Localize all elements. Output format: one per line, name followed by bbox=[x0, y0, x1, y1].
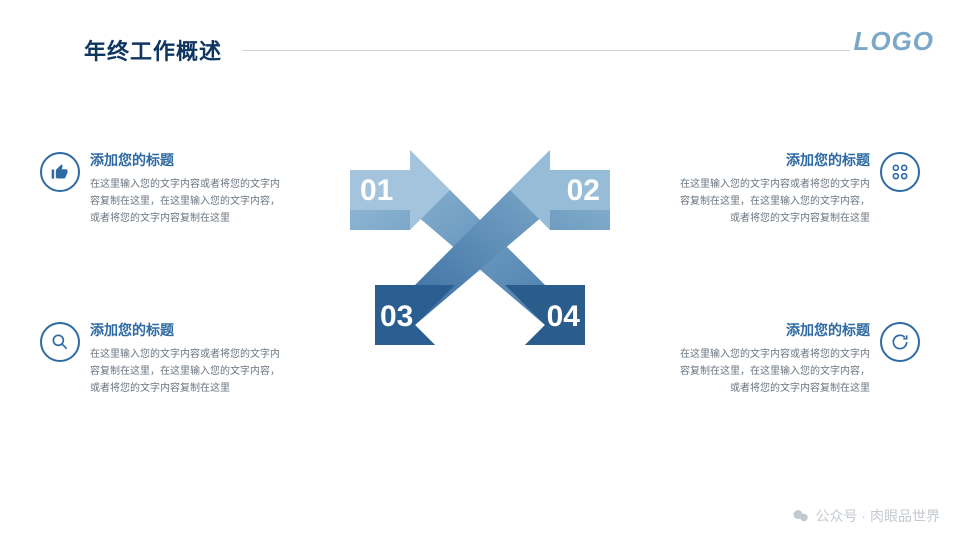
number-03: 03 bbox=[380, 300, 413, 334]
item-04-title: 添加您的标题 bbox=[680, 320, 870, 340]
header-divider bbox=[242, 50, 850, 51]
item-01-body: 在这里输入您的文字内容或者将您的文字内容复制在这里，在这里输入您的文字内容，或者… bbox=[90, 176, 280, 227]
item-02-title: 添加您的标题 bbox=[680, 150, 870, 170]
item-03: 添加您的标题 在这里输入您的文字内容或者将您的文字内容复制在这里，在这里输入您的… bbox=[40, 320, 280, 397]
content: 01 02 03 04 添加您的标题 在这里输入您的文字内容或者将您的文字内容复… bbox=[40, 150, 920, 490]
number-01: 01 bbox=[360, 174, 393, 208]
item-01-title: 添加您的标题 bbox=[90, 150, 280, 170]
thumbs-up-icon bbox=[40, 152, 80, 192]
grid-icon bbox=[880, 152, 920, 192]
item-02: 添加您的标题 在这里输入您的文字内容或者将您的文字内容复制在这里，在这里输入您的… bbox=[680, 150, 920, 227]
item-03-body: 在这里输入您的文字内容或者将您的文字内容复制在这里，在这里输入您的文字内容，或者… bbox=[90, 346, 280, 397]
search-icon bbox=[40, 322, 80, 362]
item-04: 添加您的标题 在这里输入您的文字内容或者将您的文字内容复制在这里，在这里输入您的… bbox=[680, 320, 920, 397]
number-02: 02 bbox=[567, 174, 600, 208]
number-04: 04 bbox=[547, 300, 580, 334]
wechat-icon bbox=[792, 507, 810, 525]
item-01: 添加您的标题 在这里输入您的文字内容或者将您的文字内容复制在这里，在这里输入您的… bbox=[40, 150, 280, 227]
page-title: 年终工作概述 bbox=[84, 34, 222, 66]
item-03-title: 添加您的标题 bbox=[90, 320, 280, 340]
watermark-text: 公众号 · 肉眼品世界 bbox=[816, 506, 940, 526]
cross-arrows-graphic: 01 02 03 04 bbox=[340, 140, 620, 400]
item-04-body: 在这里输入您的文字内容或者将您的文字内容复制在这里，在这里输入您的文字内容，或者… bbox=[680, 346, 870, 397]
logo: LOGO bbox=[853, 26, 934, 57]
item-02-body: 在这里输入您的文字内容或者将您的文字内容复制在这里，在这里输入您的文字内容，或者… bbox=[680, 176, 870, 227]
header: 年终工作概述 bbox=[0, 34, 960, 66]
refresh-icon bbox=[880, 322, 920, 362]
watermark: 公众号 · 肉眼品世界 bbox=[792, 506, 940, 526]
